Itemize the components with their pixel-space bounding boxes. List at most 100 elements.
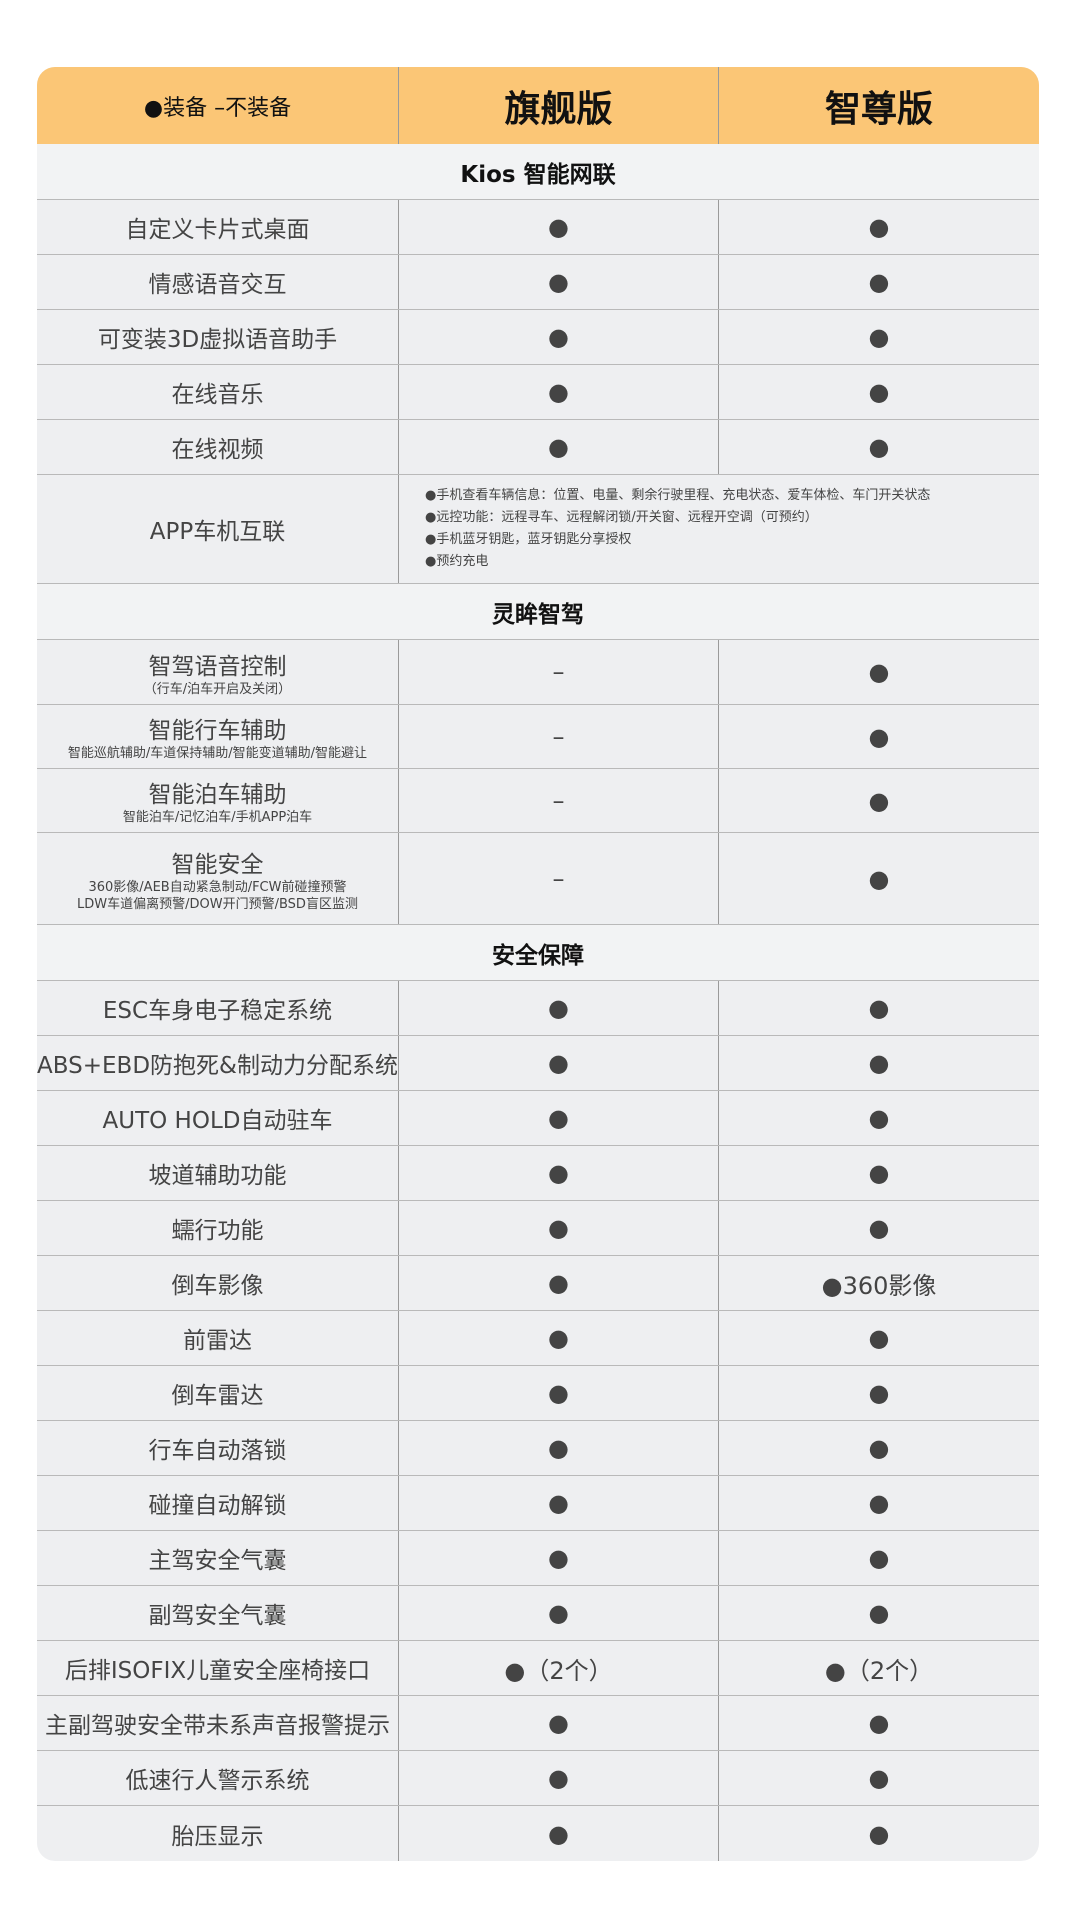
feature-row: 在线视频 ● ● — [37, 420, 1039, 475]
feature-note: 360影像/AEB自动紧急制动/FCW前碰撞预警 — [88, 879, 347, 895]
feature-name: 碰撞自动解锁 — [148, 1493, 287, 1519]
feature-cell: 智驾语音控制 （行车/泊车开启及关闭） — [37, 640, 399, 704]
value-cell: ● — [399, 1586, 719, 1640]
value-cell: ● — [719, 769, 1039, 832]
value: ● — [868, 786, 890, 815]
feature-note: LDW车道偏离预警/DOW开门预警/BSD盲区监测 — [77, 896, 358, 912]
value-cell: ● — [399, 1091, 719, 1145]
feature-row: 智能安全 360影像/AEB自动紧急制动/FCW前碰撞预警 LDW车道偏离预警/DO… — [37, 833, 1039, 925]
feature-cell: 主副驾驶安全带未系声音报警提示 — [37, 1696, 399, 1750]
feature-row: 倒车雷达 ● ● — [37, 1366, 1039, 1421]
feature-cell: 情感语音交互 — [37, 255, 399, 309]
feature-name: 在线音乐 — [171, 382, 264, 408]
feature-cell: 副驾安全气囊 — [37, 1586, 399, 1640]
feature-cell: 在线音乐 — [37, 365, 399, 419]
value-cell: ● — [719, 1366, 1039, 1420]
value: ● — [548, 378, 569, 406]
value-cell: ● — [719, 1476, 1039, 1530]
value-cell: ● — [719, 1036, 1039, 1090]
value-cell: ● — [719, 981, 1039, 1035]
feature-cell: 坡道辅助功能 — [37, 1146, 399, 1200]
spec-table: ●装备 –不装备 旗舰版 智尊版 Kios 智能网联 自定义卡片式桌面 ● ● 情感语音交互 ●… — [37, 67, 1039, 1861]
value-cell: ● — [719, 1311, 1039, 1365]
value-cell: ● — [719, 705, 1039, 768]
value: ● — [548, 994, 569, 1022]
feature-cell: 智能泊车辅助 智能泊车/记忆泊车/手机APP泊车 — [37, 769, 399, 832]
value: – — [552, 658, 565, 686]
feature-cell: 在线视频 — [37, 420, 399, 474]
value-cell: ● — [399, 1146, 719, 1200]
value-cell: ● — [399, 310, 719, 364]
value: ●360影像 — [821, 1271, 937, 1300]
feature-name: 可变装3D虚拟语音助手 — [97, 327, 338, 353]
value: ● — [548, 1599, 569, 1627]
value: – — [552, 864, 565, 893]
feature-name: 行车自动落锁 — [148, 1438, 287, 1464]
feature-cell: 行车自动落锁 — [37, 1421, 399, 1475]
feature-cell: 蠕行功能 — [37, 1201, 399, 1255]
value: ● — [548, 1709, 569, 1737]
value-cell: ● — [719, 640, 1039, 704]
feature-name: 倒车雷达 — [171, 1383, 264, 1409]
value-cell: ● — [399, 1256, 719, 1310]
value: ● — [868, 658, 890, 686]
feature-name: 智驾语音控制 — [148, 653, 287, 680]
feature-row: 情感语音交互 ● ● — [37, 255, 1039, 310]
feature-name: 情感语音交互 — [148, 272, 287, 298]
value-cell: ● — [719, 365, 1039, 419]
feature-row: 智能泊车辅助 智能泊车/记忆泊车/手机APP泊车 – ● — [37, 769, 1039, 833]
feature-name: 主驾安全气囊 — [148, 1548, 287, 1574]
value-cell: ● — [719, 310, 1039, 364]
value-cell: ● — [399, 365, 719, 419]
feature-cell: 倒车雷达 — [37, 1366, 399, 1420]
feature-cell: ABS+EBD防抱死&制动力分配系统 — [37, 1036, 399, 1090]
value: ● — [548, 433, 569, 461]
value: ● — [868, 1049, 890, 1077]
value: ●（2个） — [824, 1656, 934, 1685]
value: – — [552, 722, 565, 751]
value: ● — [868, 1709, 890, 1737]
feature-row: 自定义卡片式桌面 ● ● — [37, 200, 1039, 255]
detail-cell: ●手机查看车辆信息：位置、电量、剩余行驶里程、充电状态、爱车体检、车门开关状态 ●… — [399, 475, 1039, 583]
value-cell: ● — [399, 1531, 719, 1585]
feature-row: 智驾语音控制 （行车/泊车开启及关闭） – ● — [37, 640, 1039, 705]
detail-line: ●远控功能：远程寻车、远程解闭锁/开关窗、远程开空调（可预约） — [425, 510, 818, 525]
value-cell: ●360影像 — [719, 1256, 1039, 1310]
feature-row: 碰撞自动解锁 ● ● — [37, 1476, 1039, 1531]
feature-row: 主驾安全气囊 ● ● — [37, 1531, 1039, 1586]
feature-name: 坡道辅助功能 — [148, 1163, 287, 1189]
feature-row: 坡道辅助功能 ● ● — [37, 1146, 1039, 1201]
value-cell: ● — [399, 1201, 719, 1255]
feature-row: 行车自动落锁 ● ● — [37, 1421, 1039, 1476]
value: ● — [868, 864, 890, 893]
feature-cell: 后排ISOFIX儿童安全座椅接口 — [37, 1641, 399, 1695]
value-cell: ● — [399, 1421, 719, 1475]
detail-line: ●手机蓝牙钥匙，蓝牙钥匙分享授权 — [425, 532, 632, 547]
value-cell: ● — [719, 1201, 1039, 1255]
feature-cell: 智能安全 360影像/AEB自动紧急制动/FCW前碰撞预警 LDW车道偏离预警/DO… — [37, 833, 399, 924]
value-cell: ●（2个） — [399, 1641, 719, 1695]
value: ● — [868, 1379, 890, 1407]
feature-row: ABS+EBD防抱死&制动力分配系统 ● ● — [37, 1036, 1039, 1091]
feature-row: 前雷达 ● ● — [37, 1311, 1039, 1366]
detail-line: ●手机查看车辆信息：位置、电量、剩余行驶里程、充电状态、爱车体检、车门开关状态 — [425, 488, 931, 503]
value: ● — [868, 994, 890, 1022]
value-cell: ● — [399, 1036, 719, 1090]
value: ● — [868, 1544, 890, 1572]
feature-name: 低速行人警示系统 — [125, 1768, 310, 1794]
feature-cell: 低速行人警示系统 — [37, 1751, 399, 1805]
value-cell: ● — [399, 981, 719, 1035]
value-cell: – — [399, 640, 719, 704]
value-cell: ● — [719, 420, 1039, 474]
value: ● — [548, 1544, 569, 1572]
value-cell: ● — [719, 1531, 1039, 1585]
value: ● — [548, 1434, 569, 1462]
value-cell: – — [399, 769, 719, 832]
value-cell: ● — [399, 1806, 719, 1861]
value-cell: ● — [719, 200, 1039, 254]
value: ●（2个） — [504, 1656, 613, 1685]
feature-cell: ESC车身电子稳定系统 — [37, 981, 399, 1035]
feature-cell: 主驾安全气囊 — [37, 1531, 399, 1585]
feature-row: 低速行人警示系统 ● ● — [37, 1751, 1039, 1806]
